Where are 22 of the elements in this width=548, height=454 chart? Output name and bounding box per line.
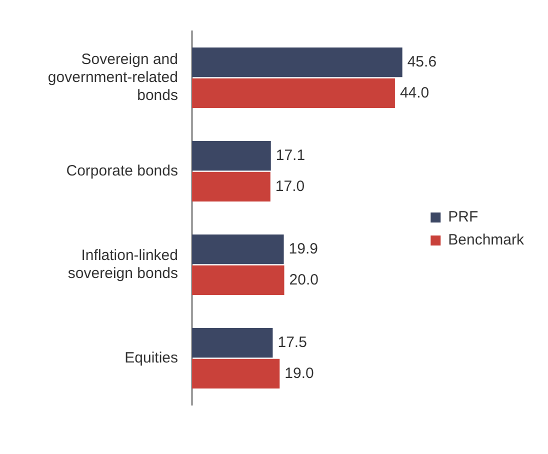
bar — [192, 48, 402, 78]
bar — [192, 234, 284, 264]
data-label: 45.6 — [407, 53, 437, 70]
bar — [192, 358, 280, 388]
y-tick-label: Sovereign and government-related bonds — [48, 50, 178, 104]
data-label: 17.5 — [278, 334, 307, 351]
bar — [192, 141, 271, 171]
data-label: 17.0 — [275, 178, 305, 195]
data-label: 17.1 — [276, 146, 306, 164]
y-tick-label: Equities — [124, 349, 178, 366]
legend-label: Benchmark — [448, 232, 524, 249]
bar — [192, 78, 395, 108]
legend-label: PRF — [448, 208, 478, 226]
bar — [192, 265, 284, 295]
y-tick-label: Corporate bonds — [66, 162, 178, 180]
data-label: 19.9 — [288, 240, 318, 258]
bar — [192, 172, 270, 202]
y-tick-label: Inflation-linked sovereign bonds — [68, 246, 178, 282]
data-label: 44.0 — [400, 84, 430, 102]
data-label: 20.0 — [289, 271, 318, 288]
bar — [192, 328, 273, 358]
data-label: 19.0 — [284, 364, 314, 382]
